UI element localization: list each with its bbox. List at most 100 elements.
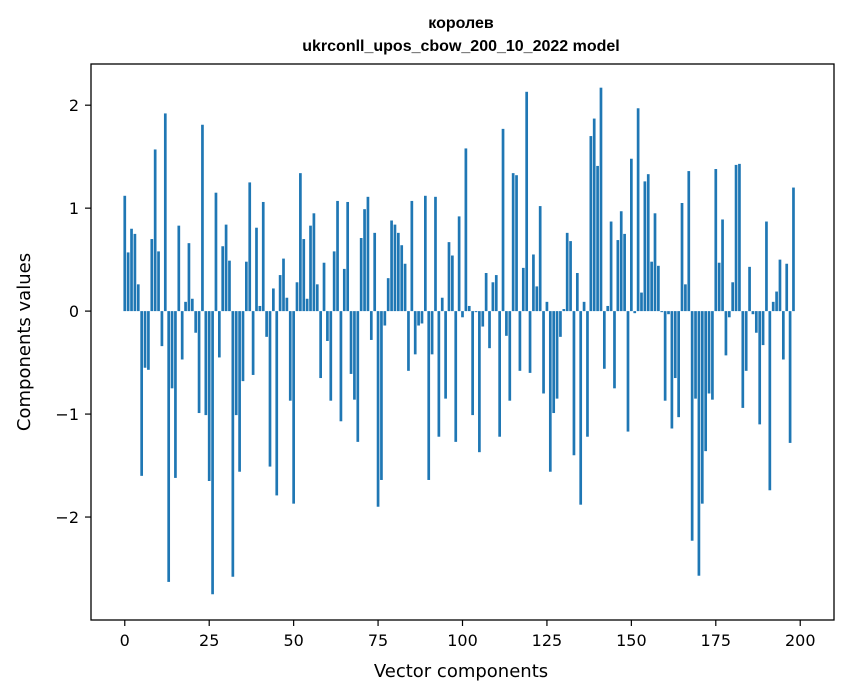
bar-152	[636, 108, 640, 312]
bar-144	[609, 221, 613, 312]
bar-141	[599, 87, 603, 312]
bar-186	[751, 311, 755, 315]
bar-119	[525, 91, 529, 312]
bar-159	[660, 311, 664, 313]
bar-192	[771, 301, 775, 312]
bar-63	[336, 200, 339, 312]
bar-163	[673, 311, 677, 379]
bar-170	[697, 311, 701, 576]
bar-145	[613, 311, 616, 389]
bar-122	[535, 286, 539, 312]
bar-114	[508, 311, 512, 401]
bar-181	[734, 164, 738, 312]
y-tick-label: 1	[69, 199, 79, 218]
bar-71	[363, 209, 366, 312]
bar-104	[474, 311, 478, 313]
bar-156	[650, 261, 653, 312]
bar-107	[484, 273, 488, 312]
bar-106	[481, 311, 485, 327]
bar-197	[788, 311, 792, 443]
bar-60	[326, 311, 329, 341]
bar-100	[461, 311, 464, 318]
bar-22	[197, 311, 201, 414]
bar-87	[417, 311, 420, 326]
bar-96	[447, 242, 451, 312]
bar-26	[211, 311, 214, 595]
bar-182	[738, 163, 741, 312]
bar-69	[356, 311, 360, 442]
bar-196	[785, 263, 789, 312]
bar-118	[521, 267, 525, 312]
x-axis-label: Vector components	[374, 661, 548, 682]
bar-0	[123, 195, 127, 312]
bar-78	[386, 278, 390, 312]
y-tick-label: −1	[55, 405, 79, 424]
bar-4	[136, 284, 140, 312]
bar-49	[288, 311, 292, 401]
x-tick-label: 150	[616, 631, 647, 650]
bar-131	[565, 232, 569, 312]
x-tick-label: 200	[785, 631, 816, 650]
bar-167	[687, 171, 691, 312]
y-tick-label: 2	[69, 96, 79, 115]
bar-39	[255, 227, 258, 312]
bar-11	[160, 311, 164, 347]
bar-28	[217, 311, 221, 358]
bar-98	[454, 311, 458, 442]
bar-138	[589, 136, 593, 312]
bar-161	[667, 311, 670, 315]
bar-59	[322, 262, 326, 312]
bar-44	[272, 288, 275, 312]
bar-94	[440, 297, 444, 312]
bar-121	[532, 254, 535, 312]
bar-81	[396, 232, 400, 312]
bar-56	[312, 213, 316, 312]
bar-21	[194, 311, 198, 333]
x-tick-label: 100	[447, 631, 478, 650]
bar-120	[528, 311, 532, 373]
bar-133	[572, 311, 576, 456]
bar-62	[332, 251, 336, 312]
y-tick-label: −2	[55, 508, 79, 527]
x-tick-label: 0	[120, 631, 130, 650]
bar-42	[265, 311, 268, 337]
bar-91	[430, 311, 434, 355]
bar-72	[366, 196, 370, 312]
bar-75	[376, 311, 380, 507]
bar-129	[559, 311, 562, 337]
bar-132	[569, 241, 572, 312]
bar-164	[677, 311, 680, 418]
bar-180	[731, 282, 735, 312]
bar-154	[643, 181, 647, 312]
bar-168	[690, 311, 694, 541]
bar-23	[201, 124, 204, 312]
bar-140	[596, 165, 599, 312]
bars-group	[123, 87, 795, 595]
bar-142	[602, 311, 606, 369]
bar-165	[680, 203, 684, 312]
bar-124	[542, 311, 545, 394]
bar-35	[241, 311, 245, 382]
bar-183	[741, 311, 745, 408]
bar-64	[339, 311, 343, 422]
bar-134	[575, 273, 579, 312]
bar-65	[342, 268, 346, 312]
bar-101	[464, 148, 468, 312]
bar-158	[657, 265, 660, 312]
bar-14	[170, 311, 174, 389]
bar-57	[315, 284, 319, 312]
bar-99	[457, 216, 461, 312]
bar-74	[373, 232, 377, 312]
bar-172	[704, 311, 708, 452]
bar-187	[754, 311, 758, 333]
bar-16	[177, 225, 181, 312]
bar-51	[295, 282, 299, 312]
bar-29	[221, 246, 225, 312]
bar-85	[410, 200, 414, 312]
bar-5	[140, 311, 144, 476]
bar-34	[238, 311, 241, 472]
bar-111	[498, 311, 501, 437]
bar-149	[626, 311, 630, 432]
bar-61	[329, 311, 333, 401]
